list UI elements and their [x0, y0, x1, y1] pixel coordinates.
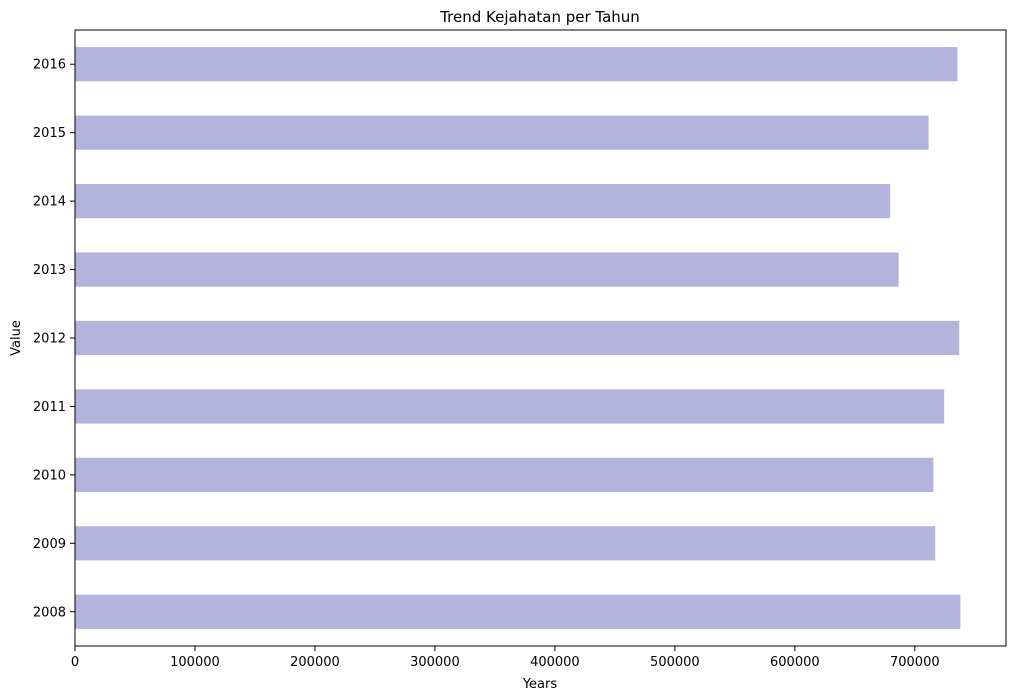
- y-tick-label: 2012: [33, 332, 66, 347]
- bar-2010: [75, 457, 934, 492]
- bars-group: [75, 47, 961, 629]
- y-axis-ticks: 2008 2009 2010 2011 2012 2013 2014 2015 2016: [33, 58, 75, 620]
- bar-2011: [75, 389, 945, 424]
- y-tick-label: 2015: [33, 126, 66, 141]
- bar-2016: [75, 47, 958, 82]
- x-tick-label: 600000: [770, 655, 820, 670]
- y-tick-label: 2013: [33, 263, 66, 278]
- x-tick-label: 300000: [410, 655, 460, 670]
- x-tick-label: 100000: [170, 655, 220, 670]
- bar-2014: [75, 184, 891, 219]
- bar-2012: [75, 320, 960, 356]
- x-tick-label: 500000: [650, 655, 700, 670]
- bar-2015: [75, 115, 929, 150]
- x-tick-label: 0: [71, 655, 79, 670]
- y-axis-label: Value: [9, 320, 24, 356]
- bar-2008: [75, 594, 961, 629]
- y-tick-label: 2016: [33, 58, 66, 73]
- y-tick-label: 2010: [33, 468, 66, 483]
- bar-2009: [75, 526, 936, 561]
- y-tick-label: 2014: [33, 195, 66, 210]
- y-tick-label: 2008: [33, 605, 66, 620]
- chart-title: Trend Kejahatan per Tahun: [439, 8, 640, 26]
- bar-2013: [75, 252, 899, 287]
- x-tick-label: 200000: [290, 655, 340, 670]
- x-tick-label: 400000: [530, 655, 580, 670]
- x-tick-label: 700000: [890, 655, 940, 670]
- x-axis-label: Years: [522, 677, 558, 692]
- y-tick-label: 2009: [33, 537, 66, 552]
- plot-frame: [74, 29, 1007, 647]
- y-tick-label: 2011: [33, 400, 66, 415]
- x-axis-ticks: 0 100000 200000 300000 400000 500000 600000 700…: [71, 646, 940, 670]
